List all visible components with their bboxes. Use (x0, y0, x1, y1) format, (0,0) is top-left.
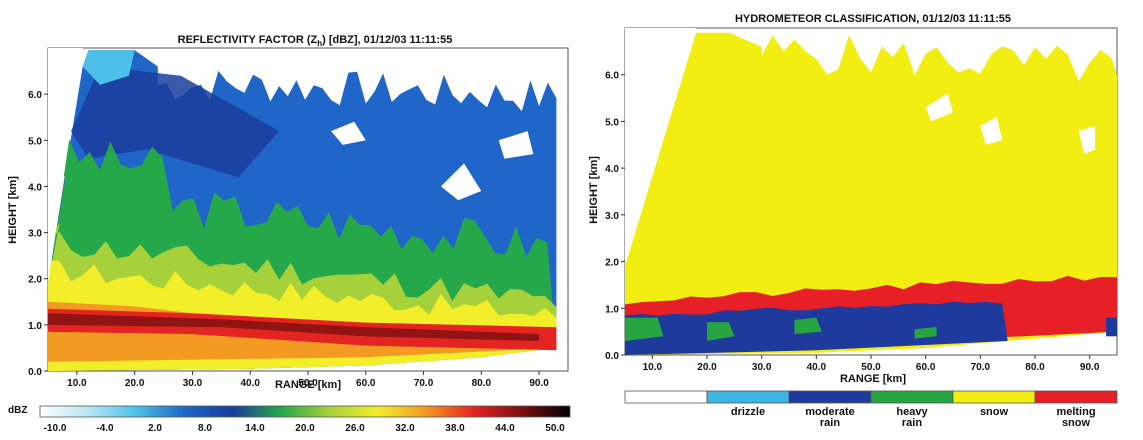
colorbar-tick-label: 50.0 (545, 423, 565, 434)
legend-swatch-snow (952, 390, 1036, 404)
colorbar-tick-label: 20.0 (295, 423, 315, 434)
legend-label: heavy rain (896, 406, 928, 429)
class-y-tick-label: 5.0 (605, 117, 619, 128)
class-x-tick-label: 10.0 (643, 362, 663, 373)
refl-x-tick-label: 80.0 (472, 378, 492, 389)
class-moderate-rain (1106, 317, 1117, 337)
colorbar-label: dBZ (8, 405, 27, 416)
class-x-tick-label: 20.0 (697, 362, 717, 373)
class-x-tick-label: 70.0 (971, 362, 991, 373)
class-heavy-rain (794, 317, 822, 334)
reflectivity-core (48, 313, 540, 341)
class-y-tick-label: 3.0 (605, 211, 619, 222)
colorbar-tick-label: 2.0 (148, 423, 162, 434)
reflectivity-title: REFLECTIVITY FACTOR (Zh) [dBZ], 01/12/03… (178, 34, 453, 48)
class-no-echo (625, 28, 697, 267)
colorbar-tick-label: -10.0 (44, 423, 67, 434)
refl-y-tick-label: 2.0 (28, 275, 42, 286)
legend-label: snow (980, 406, 1009, 418)
colorbar-tick-label: 44.0 (495, 423, 515, 434)
colorbar-tick-label: 26.0 (345, 423, 365, 434)
classification-x-label: RANGE [km] (840, 373, 906, 385)
classification-y-label: HEIGHT [km] (588, 156, 600, 224)
classification-title: HYDROMETEOR CLASSIFICATION, 01/12/03 11:… (735, 13, 1011, 25)
class-snow (625, 32, 1117, 355)
class-no-echo (980, 116, 1003, 145)
refl-x-tick-label: 20.0 (125, 378, 145, 389)
class-y-tick-label: 6.0 (605, 71, 619, 82)
refl-x-tick-label: 60.0 (356, 378, 376, 389)
reflectivity-echo-gap (440, 163, 482, 201)
colorbar-ticks: -10.0 -4.0 2.0 8.0 14.0 20.0 26.0 32.0 38.0 44.0 5… (44, 423, 566, 434)
refl-x-tick-label: 40.0 (240, 378, 260, 389)
class-y-tick-label: 2.0 (605, 258, 619, 269)
reflectivity-weak-echo (82, 50, 135, 85)
class-heavy-rain (707, 322, 735, 341)
reflectivity-echo-gap (331, 121, 366, 145)
refl-x-tick-label: 10.0 (67, 378, 87, 389)
refl-x-tick-label: 30.0 (183, 378, 203, 389)
reflectivity-no-echo (48, 48, 83, 284)
reflectivity-echo-gap (498, 131, 534, 159)
class-x-tick-label: 50.0 (861, 362, 881, 373)
class-heavy-rain (914, 327, 937, 339)
class-no-echo (925, 93, 953, 122)
class-y-tick-label: 0.0 (605, 351, 619, 362)
refl-x-tick-label: 70.0 (414, 378, 434, 389)
legend-label: moderate rain (805, 406, 855, 429)
class-x-tick-label: 60.0 (916, 362, 936, 373)
class-y-tick-label: 4.0 (605, 164, 619, 175)
class-x-tick-label: 80.0 (1025, 362, 1045, 373)
reflectivity-x-label: RANGE [km] (275, 379, 341, 391)
colorbar-tick-label: 14.0 (245, 423, 265, 434)
refl-x-tick-label: 50.0 (298, 378, 318, 389)
reflectivity-y-label: HEIGHT [km] (7, 176, 19, 244)
class-no-echo (1078, 126, 1096, 155)
class-x-tick-label: 90.0 (1080, 362, 1100, 373)
refl-y-tick-label: 5.0 (28, 136, 42, 147)
classification-field (625, 28, 1117, 355)
legend-swatch-blank (624, 390, 708, 404)
colorbar-tick-label: 8.0 (198, 423, 212, 434)
refl-y-tick-label: 1.0 (28, 321, 42, 332)
classification-panel: HYDROMETEOR CLASSIFICATION, 01/12/03 11:… (588, 13, 1118, 429)
refl-y-tick-label: 0.0 (28, 367, 42, 378)
legend-label: drizzle (731, 406, 765, 418)
refl-x-tick-label: 90.0 (529, 378, 549, 389)
colorbar-tick-label: -4.0 (96, 423, 114, 434)
refl-y-tick-label: 4.0 (28, 182, 42, 193)
reflectivity-ice-core (71, 66, 280, 178)
colorbar-tick-label: 32.0 (395, 423, 415, 434)
legend-swatch-drizzle (706, 390, 790, 404)
legend-swatch-melting-snow (1034, 390, 1118, 404)
class-x-tick-label: 30.0 (752, 362, 772, 373)
colorbar-tick-label: 38.0 (445, 423, 465, 434)
colorbar (39, 405, 571, 418)
legend-label: melting snow (1056, 406, 1095, 429)
refl-y-tick-label: 6.0 (28, 90, 42, 101)
legend-swatch-heavy-rain (870, 390, 954, 404)
class-y-tick-label: 1.0 (605, 304, 619, 315)
reflectivity-field (48, 48, 557, 371)
classification-axes: 10.0 20.0 30.0 40.0 50.0 60.0 70.0 80.0 90.0 0.0 1… (605, 71, 1100, 373)
class-x-tick-label: 40.0 (807, 362, 827, 373)
classification-legend: drizzle moderate rain heavy rain snow melting s… (624, 390, 1118, 429)
reflectivity-panel: REFLECTIVITY FACTOR (Zh) [dBZ], 01/12/03… (7, 34, 571, 434)
class-heavy-rain (625, 317, 664, 341)
reflectivity-axes: 10.0 20.0 30.0 40.0 50.0 60.0 70.0 80.0 90.0 0.0 1… (28, 90, 549, 389)
legend-swatch-moderate-rain (788, 390, 872, 404)
refl-y-tick-label: 3.0 (28, 229, 42, 240)
